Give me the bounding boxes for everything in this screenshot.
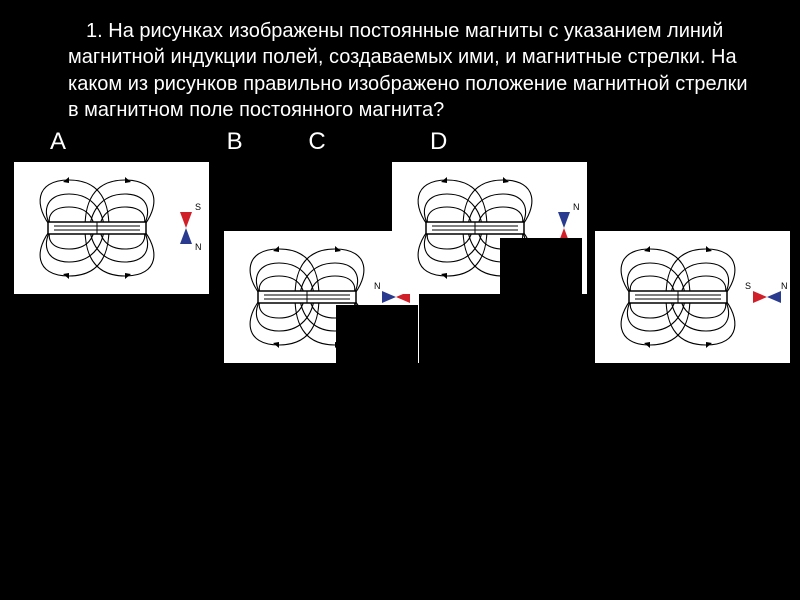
options-row: А В С D <box>0 124 800 156</box>
compass-needle-d: S N <box>745 281 788 303</box>
option-d-label: D <box>430 128 480 156</box>
compass-needle-a: S N <box>180 202 202 252</box>
needle-a-top-label: S <box>195 202 201 212</box>
figure-d: S N <box>595 231 790 363</box>
question-body: На рисунках изображены постоянные магнит… <box>68 20 748 121</box>
black-overlay-b <box>336 305 418 365</box>
option-c-label: С <box>308 128 423 156</box>
needle-c-top-label: N <box>573 202 580 212</box>
option-a-label: А <box>50 128 220 156</box>
needle-d-right-label: N <box>781 281 788 291</box>
figure-a: S N <box>14 162 209 294</box>
needle-b-left-label: N <box>374 281 381 291</box>
question-text: 1. На рисунках изображены постоянные маг… <box>0 0 800 124</box>
figures-area: S N <box>0 156 800 486</box>
question-number: 1. <box>86 20 103 42</box>
black-overlay-c <box>500 238 582 298</box>
needle-d-left-label: S <box>745 281 751 291</box>
needle-a-bottom-label: N <box>195 242 202 252</box>
option-b-label: В <box>227 128 302 156</box>
